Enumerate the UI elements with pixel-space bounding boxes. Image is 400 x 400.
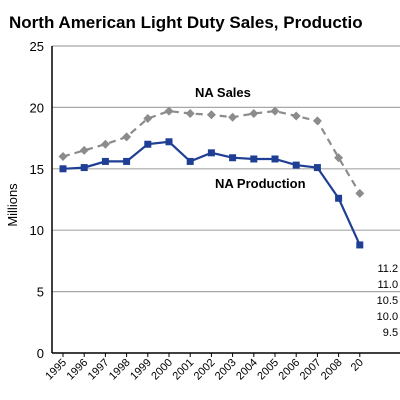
x-tick-label: 2002: [192, 357, 218, 383]
production-point: [165, 138, 173, 146]
y-tick-label: 20: [30, 100, 44, 115]
x-tick-label: 2001: [171, 357, 197, 383]
production-point: [229, 154, 237, 162]
y-axis-title: Millions: [5, 183, 20, 227]
production-point: [80, 164, 88, 172]
x-tick-label: 1997: [86, 357, 112, 383]
x-tick-label: 2008: [319, 357, 345, 383]
sales-point: [143, 113, 153, 123]
y-tick-label: 10: [30, 223, 44, 238]
side-value-label: 10.5 |: [377, 295, 400, 307]
production-point: [101, 157, 109, 165]
side-value-label: 9.5 |: [383, 327, 400, 339]
sales-point: [206, 110, 216, 120]
series-label-sales: NA Sales: [195, 85, 251, 100]
sales-point: [249, 109, 259, 119]
sales-point: [355, 188, 365, 198]
sales-point: [164, 106, 174, 116]
production-point: [59, 165, 67, 173]
sales-point: [100, 139, 110, 149]
production-point: [123, 157, 131, 165]
x-tick-label: 2004: [234, 357, 260, 383]
y-tick-label: 5: [37, 285, 44, 300]
sales-point: [58, 152, 68, 162]
x-tick-label: 2007: [298, 357, 324, 383]
x-tick-label: 1996: [65, 357, 91, 383]
sales-point: [334, 153, 344, 163]
y-tick-label: 25: [30, 39, 44, 54]
y-tick-label: 15: [30, 162, 44, 177]
sales-point: [79, 145, 89, 155]
side-value-label: 11.2 |: [377, 263, 400, 275]
x-tick-label: 1998: [107, 357, 133, 383]
gridlines: [52, 45, 400, 293]
x-tick-label: 2003: [213, 357, 239, 383]
x-tick-label: 1999: [128, 357, 154, 383]
production-point: [144, 140, 152, 148]
production-point: [356, 241, 364, 249]
production-point: [313, 164, 321, 172]
sales-point: [312, 116, 322, 126]
x-tick-label: 1995: [43, 357, 69, 383]
side-value-label: 10.0 |: [377, 311, 400, 323]
sales-point: [291, 111, 301, 121]
production-point: [250, 155, 258, 163]
series-lines: [58, 106, 365, 249]
sales-point: [228, 112, 238, 122]
series-line-1: [62, 140, 361, 246]
chart-title: North American Light Duty Sales, Product…: [9, 13, 363, 32]
series-label-production: NA Production: [215, 176, 306, 191]
production-point: [335, 194, 343, 202]
sales-point: [185, 109, 195, 119]
production-point: [186, 157, 194, 165]
sales-point: [270, 106, 280, 116]
production-point: [271, 155, 279, 163]
production-point: [292, 161, 300, 169]
x-tick-label: 2005: [255, 357, 281, 383]
y-tick-label: 0: [37, 346, 44, 361]
production-point: [207, 149, 215, 157]
sales-point: [122, 132, 132, 142]
side-value-label: 11.0 |: [377, 279, 400, 291]
chart-labels: NA Sales NA Production 11.2 | 11.0 | 10.5 | 1…: [195, 85, 400, 339]
x-tick-label: 20: [349, 357, 366, 374]
x-tick-label: 2000: [149, 357, 175, 383]
x-tick-label: 2006: [277, 357, 303, 383]
